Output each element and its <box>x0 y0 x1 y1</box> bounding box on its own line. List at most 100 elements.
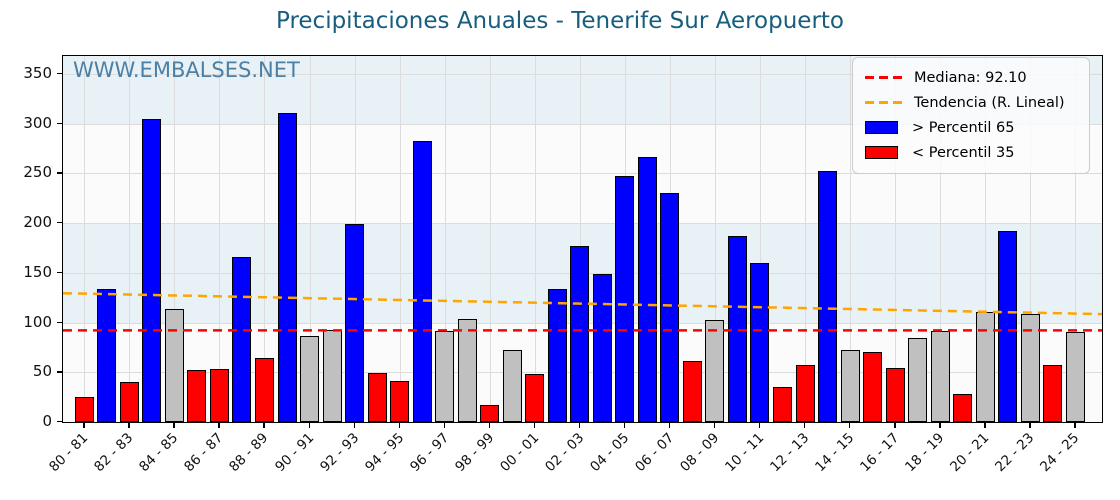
x-tick-mark <box>1029 423 1031 428</box>
x-tick-mark <box>218 423 220 428</box>
x-tick-mark <box>894 423 896 428</box>
bar <box>97 288 117 422</box>
legend: Mediana: 92.10 Tendencia (R. Lineal) > P… <box>852 57 1090 174</box>
gridline <box>940 56 942 422</box>
bar <box>637 157 657 422</box>
legend-item-label: Tendencia (R. Lineal) <box>914 94 1065 111</box>
y-tick-mark <box>57 122 62 125</box>
bar <box>615 176 635 422</box>
bar <box>300 336 320 422</box>
legend-item-trend: Tendencia (R. Lineal) <box>865 90 1079 115</box>
trend-line <box>63 291 1102 316</box>
bar <box>345 224 365 422</box>
bar <box>547 288 567 422</box>
x-tick-mark <box>308 423 310 428</box>
bar <box>390 381 410 422</box>
bar <box>592 273 612 422</box>
reference-lines <box>63 291 1102 332</box>
bar <box>885 368 905 422</box>
below-percentile-swatch <box>865 146 898 159</box>
bar <box>727 236 747 422</box>
bar <box>367 373 387 422</box>
x-tick-mark <box>849 423 851 428</box>
y-tick-mark <box>57 321 62 323</box>
gridline <box>579 56 581 422</box>
above-percentile-swatch <box>865 121 898 134</box>
gridline <box>534 56 536 422</box>
y-tick-label: 50 <box>32 362 52 381</box>
gridline <box>759 56 761 422</box>
bar <box>119 382 139 422</box>
x-tick-mark <box>443 423 446 428</box>
bar <box>998 231 1018 422</box>
trend-line-sample <box>865 101 902 104</box>
y-tick-mark <box>57 371 62 373</box>
y-tick-label: 300 <box>23 113 52 132</box>
bar <box>164 308 184 422</box>
x-tick-mark <box>758 423 761 428</box>
bar <box>840 350 860 422</box>
y-tick-label: 250 <box>23 163 52 182</box>
gridline <box>489 56 491 422</box>
x-tick-mark <box>578 423 581 428</box>
bar <box>209 369 229 422</box>
gridline <box>63 173 1102 175</box>
watermark: WWW.EMBALSES.NET <box>73 58 300 82</box>
legend-item-below-percentile: < Percentil 35 <box>865 140 1079 165</box>
x-tick-mark <box>984 423 986 428</box>
x-tick-mark <box>533 423 536 428</box>
x-tick-mark <box>83 423 85 428</box>
bar <box>953 394 973 422</box>
x-tick-mark <box>623 423 626 428</box>
y-tick-label: 200 <box>23 213 52 232</box>
y-tick-label: 100 <box>23 312 52 331</box>
gridline <box>850 56 852 422</box>
bar <box>750 262 770 422</box>
x-tick-mark <box>1074 423 1076 428</box>
gridline <box>63 123 1102 125</box>
gridline <box>444 56 446 422</box>
y-tick-label: 0 <box>42 412 52 430</box>
legend-item-median: Mediana: 92.10 <box>865 65 1079 90</box>
gridline <box>129 56 131 422</box>
x-tick-mark <box>398 423 400 428</box>
y-tick-label: 350 <box>23 63 52 82</box>
bar <box>682 361 702 422</box>
gridline <box>174 56 176 422</box>
bar <box>232 256 252 422</box>
bar <box>502 350 522 422</box>
bar <box>863 352 883 422</box>
x-tick-mark <box>939 423 941 428</box>
gridline <box>264 56 266 422</box>
bar <box>412 140 432 422</box>
bar <box>1043 365 1063 422</box>
chart-title: Precipitaciones Anuales - Tenerife Sur A… <box>275 8 844 34</box>
bar <box>457 318 477 422</box>
bar <box>660 193 680 422</box>
bar <box>187 370 207 422</box>
bar <box>254 358 274 422</box>
legend-item-label: > Percentil 65 <box>912 119 1015 136</box>
y-tick-mark <box>57 172 62 174</box>
gridline <box>219 56 221 422</box>
x-tick-mark <box>173 423 175 428</box>
y-tick-mark <box>57 222 62 224</box>
gridline <box>895 56 897 422</box>
gridline <box>1075 56 1077 422</box>
gridline <box>805 56 807 422</box>
x-tick-mark <box>713 423 716 428</box>
bar <box>277 112 297 422</box>
bar <box>74 397 94 422</box>
bar <box>570 245 590 422</box>
y-tick-mark <box>57 271 62 274</box>
legend-item-label: < Percentil 35 <box>912 144 1015 161</box>
bar <box>480 405 500 422</box>
bar <box>818 171 838 422</box>
y-tick-mark <box>57 421 62 423</box>
x-tick-mark <box>488 423 491 428</box>
bar <box>795 365 815 422</box>
gridline <box>309 56 311 422</box>
gridline <box>63 223 1102 225</box>
x-tick-mark <box>668 423 671 428</box>
